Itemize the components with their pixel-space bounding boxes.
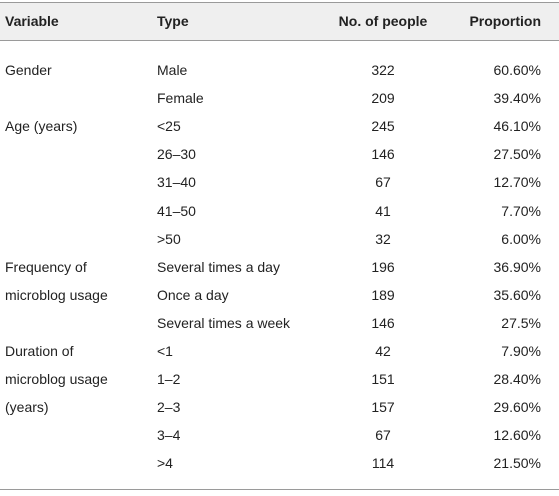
cell-count: 41 (375, 202, 391, 219)
cell-type: <25 (157, 118, 181, 135)
cell-type: Several times a day (157, 258, 280, 275)
cell-proportion: 39.40% (493, 90, 541, 107)
cell-count: 114 (371, 455, 395, 472)
cell-type: Male (157, 62, 188, 78)
cell-count: 42 (375, 343, 391, 359)
cell-count: 146 (371, 314, 395, 331)
cell-proportion: 7.70% (501, 202, 541, 219)
cell-proportion: 27.5% (501, 314, 541, 331)
header-type: Type (157, 13, 189, 29)
header-background (0, 2, 559, 40)
cell-count: 151 (371, 371, 395, 388)
header-proportion: Proportion (469, 13, 541, 29)
cell-type: 26–30 (157, 146, 196, 163)
cell-type: <1 (157, 343, 173, 359)
cell-proportion: 46.10% (493, 118, 541, 135)
cell-variable: Gender (5, 62, 52, 78)
bottom-rule (0, 489, 559, 490)
cell-variable: Age (years) (5, 118, 78, 135)
cell-proportion: 29.60% (493, 399, 541, 416)
cell-count: 157 (371, 399, 395, 416)
cell-variable: microblog usage (5, 286, 108, 303)
cell-type: Female (157, 90, 204, 107)
cell-count: 196 (371, 258, 395, 275)
cell-count: 189 (371, 286, 395, 303)
header-rule (0, 40, 559, 41)
cell-count: 146 (371, 146, 395, 163)
top-rule (0, 2, 559, 3)
cell-type: 2–3 (157, 399, 181, 416)
cell-proportion: 36.90% (493, 258, 541, 275)
cell-count: 209 (371, 90, 395, 107)
cell-proportion: 6.00% (501, 230, 541, 247)
cell-variable: microblog usage (5, 371, 108, 388)
cell-type: Once a day (157, 286, 229, 303)
cell-variable: (years) (5, 399, 49, 416)
cell-count: 32 (375, 230, 391, 247)
cell-count: 67 (375, 427, 391, 444)
cell-proportion: 28.40% (493, 371, 541, 388)
cell-proportion: 60.60% (493, 62, 541, 78)
cell-variable: Duration of (5, 343, 74, 359)
cell-count: 245 (371, 118, 395, 135)
cell-type: >50 (157, 230, 181, 247)
cell-proportion: 12.70% (493, 174, 541, 191)
cell-type: >4 (157, 455, 173, 472)
cell-proportion: 35.60% (493, 286, 541, 303)
cell-proportion: 27.50% (493, 146, 541, 163)
cell-type: 1–2 (157, 371, 181, 388)
cell-type: 31–40 (157, 174, 196, 191)
cell-proportion: 12.60% (493, 427, 541, 444)
cell-type: Several times a week (157, 314, 291, 331)
cell-count: 322 (371, 62, 395, 78)
cell-type: 3–4 (157, 427, 181, 444)
cell-type: 41–50 (157, 202, 196, 219)
cell-count: 67 (375, 174, 391, 191)
header-variable: Variable (5, 13, 59, 29)
cell-proportion: 7.90% (501, 343, 541, 359)
header-count: No. of people (338, 13, 428, 29)
cell-variable: Frequency of (5, 258, 87, 275)
cell-proportion: 21.50% (493, 455, 541, 472)
